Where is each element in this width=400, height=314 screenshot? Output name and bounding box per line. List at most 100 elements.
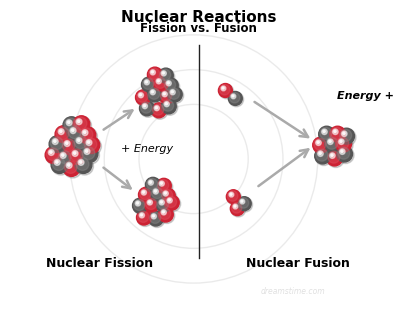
Circle shape (66, 142, 68, 144)
Circle shape (316, 149, 332, 165)
Circle shape (337, 137, 349, 149)
Circle shape (168, 88, 180, 99)
Circle shape (161, 189, 177, 205)
Circle shape (164, 192, 166, 194)
Circle shape (148, 180, 154, 185)
Circle shape (231, 94, 236, 99)
Circle shape (218, 84, 232, 97)
Circle shape (156, 178, 171, 193)
Circle shape (142, 77, 156, 92)
Circle shape (334, 130, 336, 133)
Circle shape (154, 77, 166, 88)
Circle shape (81, 146, 98, 162)
Circle shape (50, 137, 63, 149)
Circle shape (316, 140, 321, 145)
Circle shape (66, 162, 72, 168)
Circle shape (87, 141, 90, 143)
Circle shape (150, 186, 165, 201)
Circle shape (168, 88, 184, 103)
Circle shape (241, 200, 243, 202)
Text: + Energy: + Energy (121, 144, 173, 154)
Circle shape (240, 199, 245, 204)
Text: Energy +: Energy + (337, 91, 394, 101)
Circle shape (164, 79, 176, 90)
Circle shape (158, 180, 169, 191)
Circle shape (49, 136, 66, 153)
Circle shape (328, 151, 340, 163)
Circle shape (151, 71, 154, 73)
Circle shape (329, 140, 331, 143)
Circle shape (78, 139, 80, 141)
Circle shape (227, 191, 242, 205)
Circle shape (168, 199, 170, 201)
Circle shape (76, 157, 94, 175)
Circle shape (51, 156, 68, 173)
Circle shape (56, 161, 58, 163)
Text: Nuclear Reactions: Nuclear Reactions (121, 10, 276, 25)
Circle shape (154, 190, 156, 192)
Circle shape (84, 131, 86, 133)
Circle shape (52, 158, 65, 171)
Circle shape (171, 91, 174, 93)
Circle shape (226, 190, 240, 204)
Circle shape (325, 136, 340, 152)
Circle shape (233, 204, 238, 209)
Circle shape (219, 84, 234, 99)
Circle shape (164, 195, 179, 210)
Circle shape (165, 103, 168, 105)
Circle shape (152, 103, 166, 118)
Circle shape (68, 126, 86, 143)
Circle shape (84, 149, 90, 154)
Circle shape (160, 188, 175, 203)
Circle shape (154, 106, 159, 111)
Circle shape (228, 91, 242, 106)
Circle shape (228, 191, 238, 201)
Circle shape (326, 137, 338, 149)
Circle shape (86, 140, 92, 145)
Circle shape (155, 107, 158, 109)
Circle shape (319, 126, 334, 142)
Circle shape (137, 211, 153, 226)
Circle shape (159, 200, 164, 205)
Circle shape (140, 214, 143, 216)
Circle shape (160, 208, 171, 219)
Circle shape (153, 189, 158, 194)
Text: Nuclear Fission: Nuclear Fission (46, 257, 153, 270)
Circle shape (142, 104, 148, 109)
Circle shape (318, 151, 323, 156)
Circle shape (234, 205, 236, 207)
Circle shape (46, 147, 64, 165)
Circle shape (78, 160, 84, 165)
Circle shape (162, 92, 167, 97)
Circle shape (164, 101, 169, 107)
Circle shape (326, 137, 342, 154)
Circle shape (330, 126, 346, 142)
Circle shape (330, 153, 335, 158)
Circle shape (74, 116, 92, 134)
Circle shape (150, 89, 156, 95)
Circle shape (148, 211, 163, 226)
Circle shape (79, 127, 96, 143)
Circle shape (162, 211, 164, 213)
Circle shape (237, 197, 251, 211)
Circle shape (163, 191, 168, 196)
Circle shape (74, 136, 92, 153)
Circle shape (323, 130, 325, 133)
Circle shape (319, 152, 321, 154)
Circle shape (54, 160, 60, 165)
Circle shape (142, 78, 154, 89)
Text: dreamstime.com: dreamstime.com (260, 287, 325, 295)
Circle shape (76, 119, 82, 125)
Circle shape (68, 164, 70, 166)
Circle shape (76, 158, 89, 171)
Circle shape (144, 80, 150, 85)
Circle shape (340, 129, 352, 141)
Circle shape (314, 138, 326, 150)
Circle shape (148, 68, 160, 79)
Circle shape (167, 198, 172, 203)
Circle shape (52, 157, 70, 175)
Circle shape (55, 126, 72, 143)
Circle shape (146, 198, 157, 209)
Circle shape (338, 128, 354, 144)
Circle shape (148, 87, 162, 102)
